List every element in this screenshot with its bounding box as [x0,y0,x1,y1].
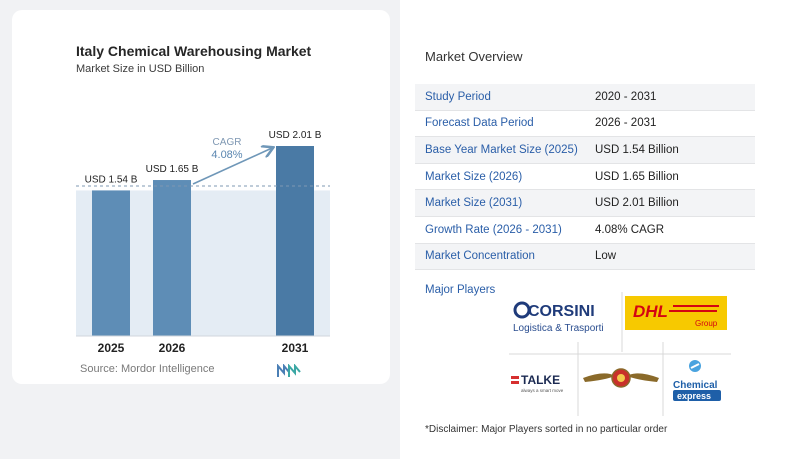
bar-2025 [92,190,130,336]
row-value: USD 1.54 Billion [595,143,679,156]
svg-text:CORSINI: CORSINI [528,303,595,320]
row-label: Market Size (2026) [425,170,523,183]
corsini-logo-icon: CORSINI Logistica & Trasporti [513,301,604,334]
row-value: Low [595,250,617,263]
row-value: 2026 - 2031 [595,117,657,130]
row-label: Market Size (2031) [425,197,523,210]
x-tick-2026: 2026 [159,341,186,355]
row-value: 4.08% CAGR [595,223,665,236]
svg-text:DHL: DHL [633,302,668,321]
table-row: Base Year Market Size (2025) USD 1.54 Bil… [415,137,755,164]
svg-text:Chemical: Chemical [673,380,718,391]
source-text: Source: Mordor Intelligence [80,363,215,375]
table-row: Growth Rate (2026 - 2031) 4.08% CAGR [415,217,755,244]
market-overview-panel [400,0,800,459]
talke-logo-icon: TALKE always a smart move [511,373,564,393]
svg-text:Logistica & Trasporti: Logistica & Trasporti [513,323,604,334]
mordor-logo-icon [277,364,301,377]
row-value: 2020 - 2031 [595,90,657,103]
data-label-2025: USD 1.54 B [85,174,138,185]
data-label-2026: USD 1.65 B [146,164,199,175]
row-label: Growth Rate (2026 - 2031) [425,223,562,236]
table-row: Market Concentration Low [415,243,755,271]
svg-text:Group: Group [695,319,718,328]
svg-text:always a smart move: always a smart move [521,388,564,393]
bar-2026 [153,180,191,336]
data-label-2031: USD 2.01 B [269,130,322,141]
overview-title: Market Overview [425,49,523,64]
row-value: USD 2.01 Billion [595,197,679,210]
table-row: Study Period 2020 - 2031 [415,84,755,111]
row-label: Forecast Data Period [425,117,534,130]
bar-2031 [276,146,314,336]
row-label: Study Period [425,90,491,103]
cagr-label: CAGR [213,137,242,148]
svg-text:TALKE: TALKE [521,373,560,387]
cagr-arrow [192,148,272,185]
svg-text:express: express [677,391,711,401]
table-row: Market Size (2026) USD 1.65 Billion [415,164,755,191]
table-row: Market Size (2031) USD 2.01 Billion [415,190,755,217]
disclaimer-text: *Disclaimer: Major Players sorted in no … [425,424,668,435]
winged-emblem-logo-icon [583,368,659,388]
major-players-logos: CORSINI Logistica & Trasporti DHL Group … [509,292,731,416]
overview-table: Study Period 2020 - 2031 Forecast Data Pe… [415,84,755,271]
row-value: USD 1.65 Billion [595,170,679,183]
chemical-express-logo-icon: Chemical express [673,360,721,401]
x-tick-2031: 2031 [282,341,309,355]
row-label: Base Year Market Size (2025) [425,143,578,156]
cagr-value: 4.08% [211,149,242,161]
bar-chart: USD 1.54 B 2025 USD 1.65 B 2026 USD 2.01 B 20… [76,130,330,355]
row-label: Market Concentration [425,250,535,263]
chart-subtitle: Market Size in USD Billion [76,63,205,75]
x-tick-2025: 2025 [98,341,125,355]
chart-title: Italy Chemical Warehousing Market [76,43,312,59]
dhl-logo-icon: DHL Group [625,296,727,330]
major-players-label: Major Players [425,284,496,296]
table-row: Forecast Data Period 2026 - 2031 [415,111,755,138]
